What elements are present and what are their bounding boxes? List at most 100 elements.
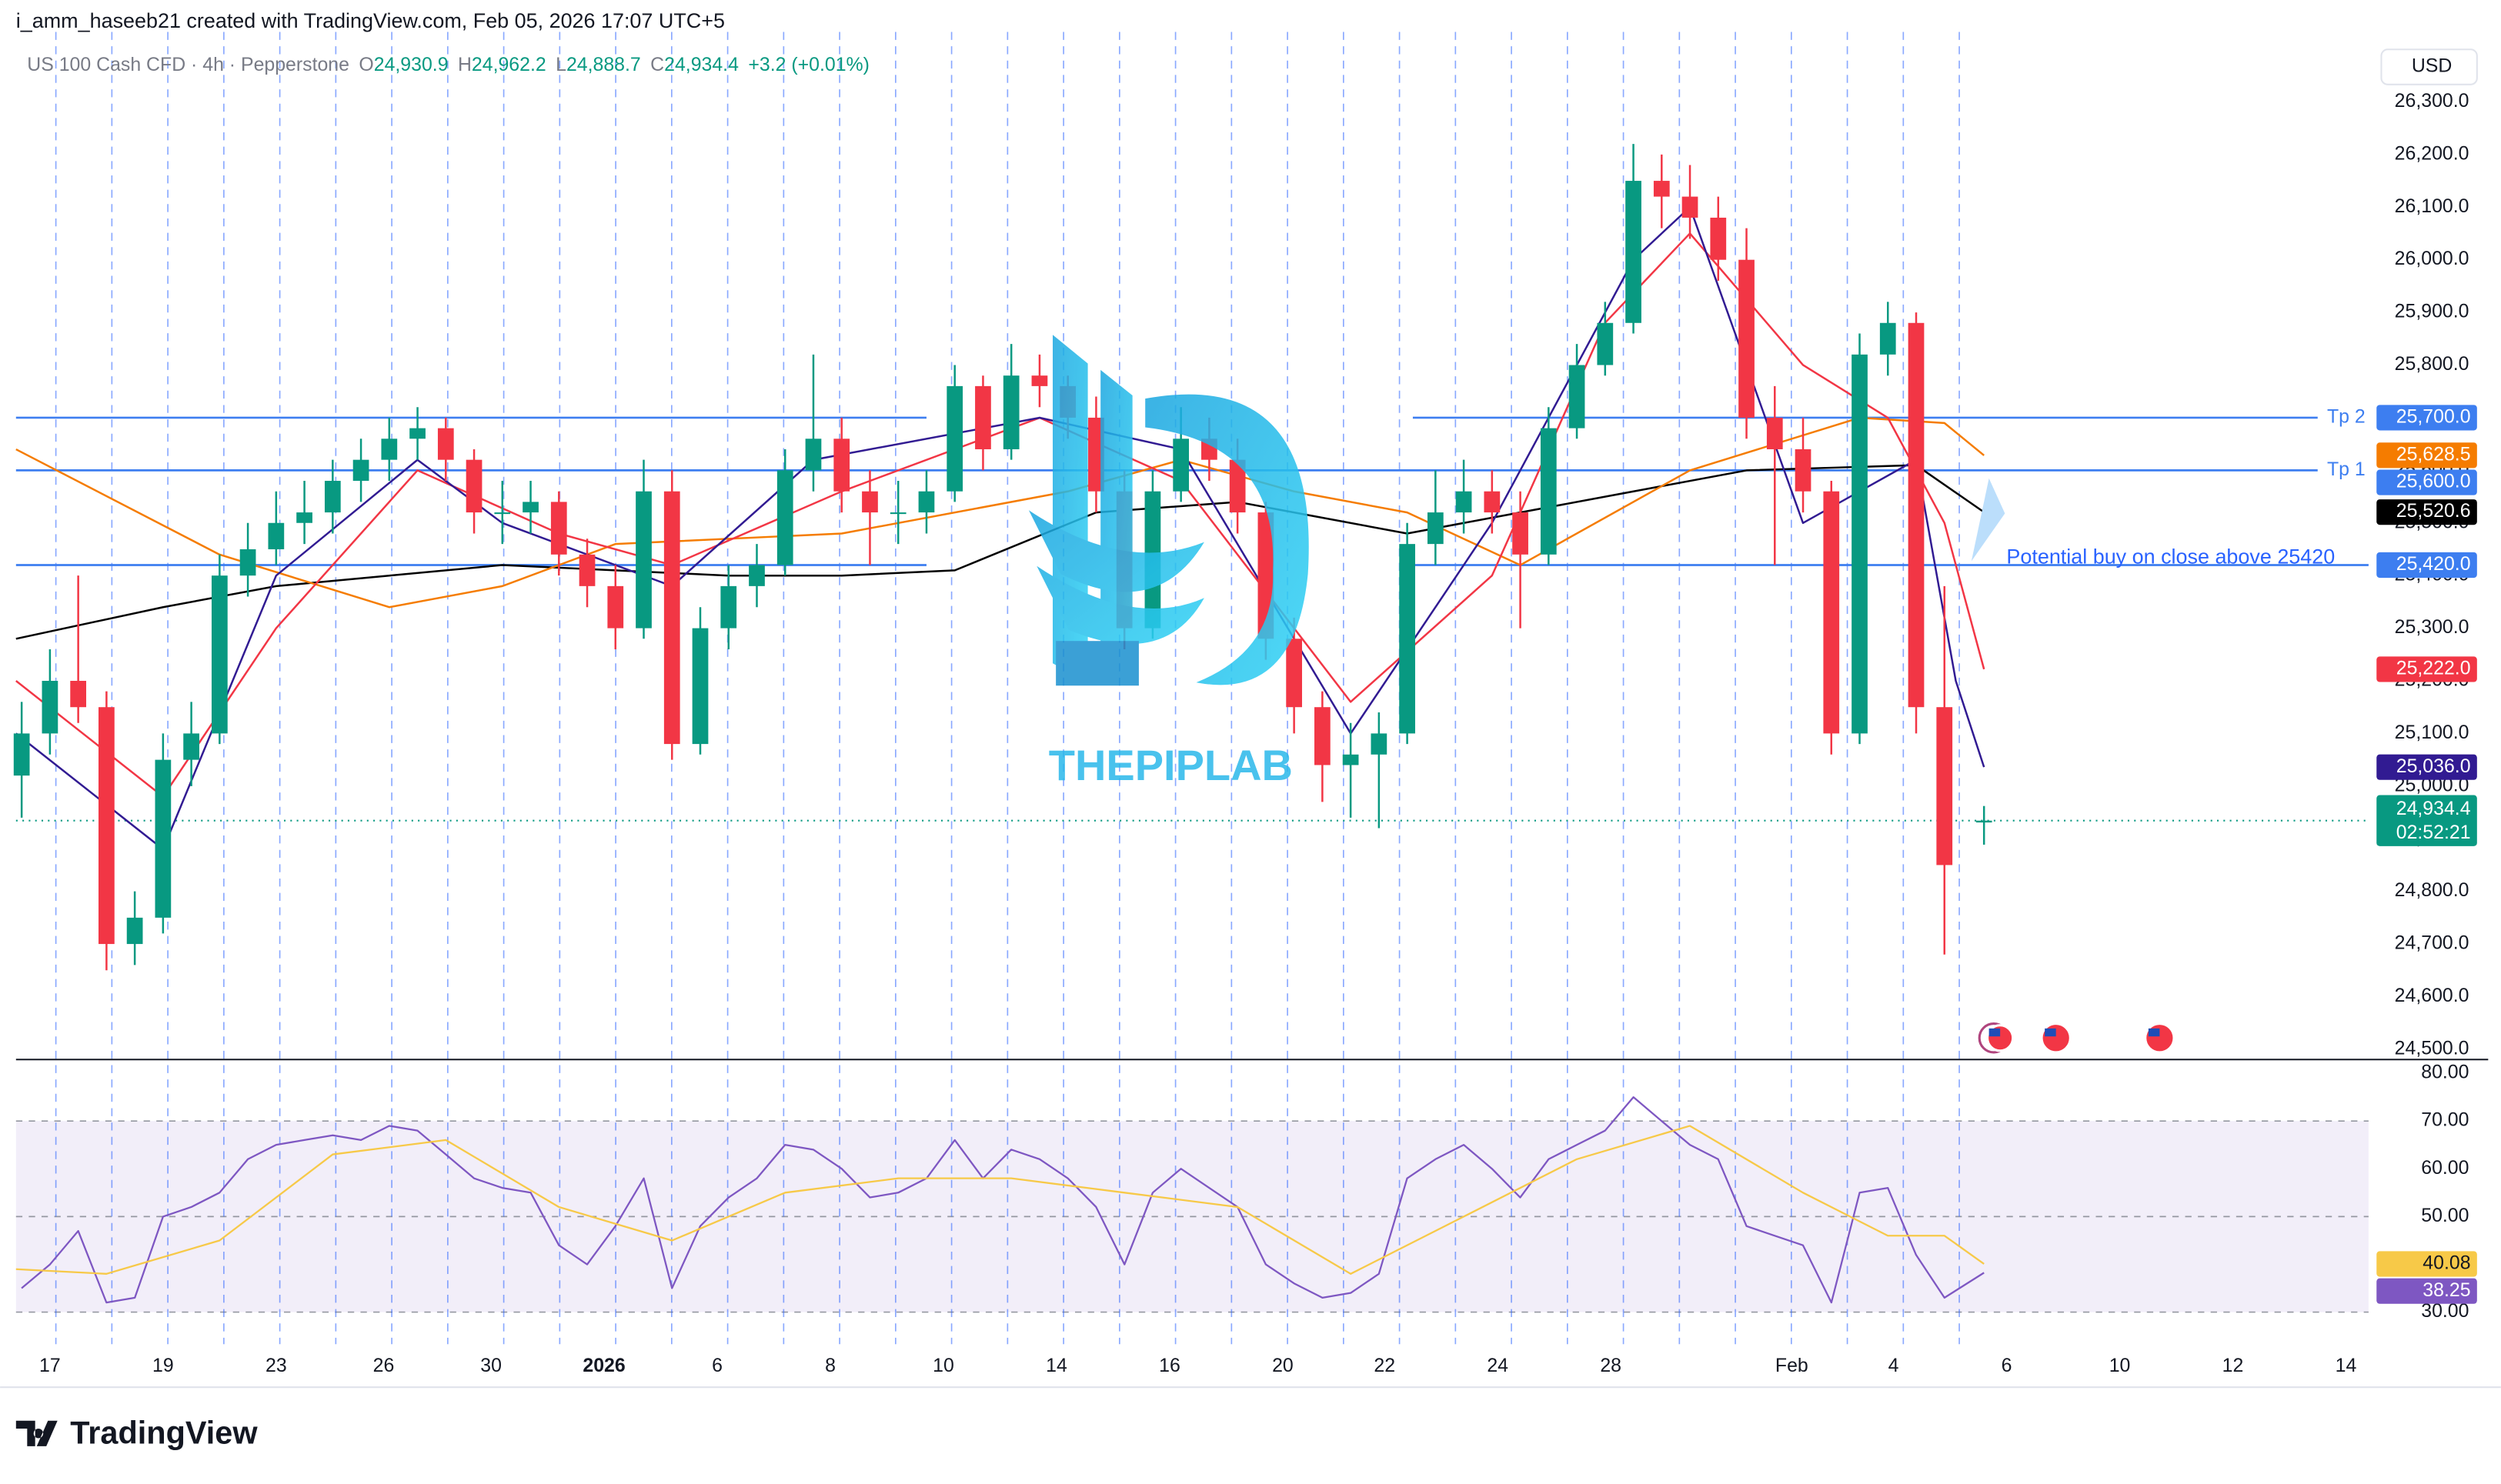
- price-badge-label: 25,628.5: [2396, 443, 2471, 465]
- price-badge-label: 25,520.6: [2396, 500, 2471, 522]
- y-tick-label: 26,300.0: [2395, 90, 2469, 112]
- symbol: US 100 Cash CFD · 4h · Pepperstone: [27, 54, 349, 75]
- candle-body: [1653, 181, 1670, 197]
- y-tick-label: 25,300.0: [2395, 616, 2469, 638]
- legend: US 100 Cash CFD · 4h · Pepperstone O24,93…: [27, 54, 870, 75]
- candle-body: [268, 522, 285, 549]
- candle-body: [1879, 322, 1896, 355]
- candle-body: [975, 385, 991, 449]
- logo-d: [1145, 394, 1309, 685]
- x-tick-label: 24: [1487, 1355, 1508, 1376]
- candle-body: [1286, 639, 1302, 708]
- x-tick-label: 17: [39, 1355, 61, 1376]
- tv-logo-mark: [15, 1420, 58, 1446]
- ohlc-key: O: [359, 54, 373, 75]
- candle-body: [607, 585, 624, 629]
- line-series: [15, 1125, 1985, 1275]
- y-tick-label: 24,700.0: [2395, 932, 2469, 954]
- candle-body: [749, 565, 765, 586]
- candle-body: [494, 512, 511, 515]
- x-tick-label: 23: [265, 1355, 287, 1376]
- price-badge: [2376, 1278, 2477, 1304]
- price-badge: [2376, 499, 2477, 525]
- line-series: [21, 1096, 1985, 1304]
- price-badge-label: 25,222.0: [2396, 658, 2471, 679]
- candle-body: [720, 585, 737, 629]
- candle-body: [1766, 417, 1783, 449]
- price-badge-label: 25,700.0: [2396, 405, 2471, 427]
- candle-body: [42, 680, 58, 734]
- logo-base: [1056, 641, 1139, 686]
- price-badge-label: 25,036.0: [2396, 755, 2471, 777]
- candle-body: [155, 759, 172, 918]
- x-tick-label: 16: [1159, 1355, 1180, 1376]
- currency: USD: [2412, 55, 2453, 77]
- x-tick-label: 22: [1374, 1355, 1395, 1376]
- candle-body: [70, 680, 87, 708]
- x-tick-label: 2026: [583, 1355, 625, 1376]
- x-tick-label: 6: [712, 1355, 723, 1376]
- candle-body: [1031, 375, 1048, 386]
- candle-body: [211, 575, 228, 734]
- candle-body: [579, 554, 596, 586]
- price-badge: [2376, 469, 2477, 495]
- candle-body: [1795, 449, 1811, 492]
- candle-body: [1540, 428, 1557, 555]
- candle-body: [1512, 512, 1528, 555]
- y-tick-label: 25,800.0: [2395, 353, 2469, 375]
- price-badge-label: 25,600.0: [2396, 471, 2471, 492]
- currency-box[interactable]: [2380, 48, 2478, 85]
- candle-body: [947, 385, 963, 492]
- x-tick-label: 30: [480, 1355, 502, 1376]
- rsi-tick-label: 60.00: [2421, 1157, 2469, 1179]
- x-tick-label: 12: [2222, 1355, 2244, 1376]
- candle-body: [833, 439, 850, 492]
- x-tick-label: 10: [933, 1355, 954, 1376]
- rsi-tick-label: 50.00: [2421, 1205, 2469, 1226]
- candle-body: [1399, 544, 1415, 734]
- candle-body: [381, 439, 398, 460]
- candle-body: [692, 628, 709, 745]
- candle-body: [862, 491, 878, 513]
- brand: TradingView: [70, 1414, 258, 1450]
- countdown: 02:52:21: [2396, 822, 2471, 843]
- y-tick-label: 26,200.0: [2395, 142, 2469, 164]
- candle-body: [1852, 354, 1868, 734]
- candle-body: [1371, 733, 1387, 755]
- x-tick-label: 19: [152, 1355, 174, 1376]
- price-badge: [2376, 552, 2477, 579]
- candle-body: [1427, 512, 1444, 545]
- candle-body: [296, 512, 312, 523]
- candle-body: [1314, 707, 1331, 765]
- price-badge-label: 24,934.4: [2396, 798, 2471, 819]
- candle-body: [1823, 491, 1840, 734]
- y-tick-label: 26,000.0: [2395, 248, 2469, 269]
- x-tick-label: 20: [1272, 1355, 1294, 1376]
- flag-icon: [2040, 1022, 2072, 1054]
- flag-icon: [2144, 1022, 2175, 1054]
- rsi-tick-label: 80.00: [2421, 1062, 2469, 1083]
- candle-body: [523, 502, 539, 513]
- y-tick-label: 24,500.0: [2395, 1037, 2469, 1059]
- credit: i_amm_haseeb21 created with TradingView.…: [16, 9, 725, 32]
- candle-body: [466, 459, 483, 513]
- candle-body: [126, 917, 143, 945]
- price-badge-label: 38.25: [2423, 1279, 2470, 1301]
- candle-body: [663, 491, 680, 745]
- candle-body: [183, 733, 199, 760]
- candle-body: [1738, 259, 1755, 418]
- tv-logo: TradingView: [15, 1414, 258, 1450]
- candle-body: [99, 707, 115, 945]
- candle-body: [1003, 375, 1020, 449]
- candle-body: [918, 491, 935, 513]
- ohlc-key: C: [650, 54, 664, 75]
- candle-body: [409, 428, 426, 439]
- ohlc-key: H: [458, 54, 472, 75]
- rsi-tick-label: 70.00: [2421, 1109, 2469, 1131]
- flag-canton: [2148, 1028, 2160, 1037]
- flag-canton: [2045, 1028, 2056, 1037]
- watermark-text: THEPIPLAB: [1049, 741, 1293, 789]
- candle-body: [1088, 417, 1104, 492]
